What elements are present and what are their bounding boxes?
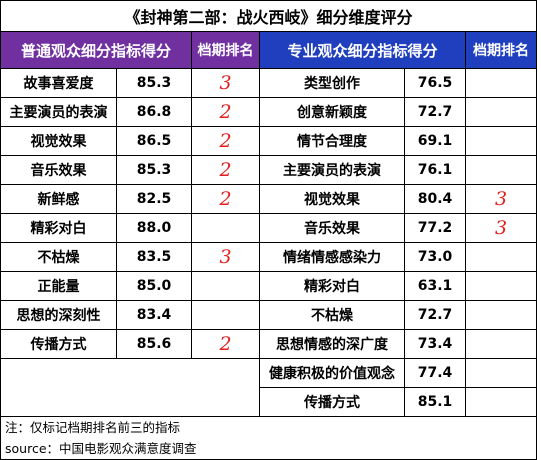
notes-row: 注：仅标记档期排名前三的指标 source：中国电影观众满意度调查 xyxy=(0,416,538,460)
pro-score: 72.7 xyxy=(404,300,466,330)
pro-rank xyxy=(464,126,538,156)
pro-score: 76.1 xyxy=(404,155,466,185)
general-label: 不枯燥 xyxy=(0,242,117,272)
general-rank: 3 xyxy=(191,242,260,272)
general-score: 83.4 xyxy=(116,300,192,330)
general-score: 86.5 xyxy=(116,126,192,156)
table-row: 思想的深刻性 83.4 不枯燥 72.7 xyxy=(0,300,538,330)
notes-cell: 注：仅标记档期排名前三的指标 source：中国电影观众满意度调查 xyxy=(0,416,538,460)
pro-rank: 3 xyxy=(464,213,538,243)
pro-rank xyxy=(464,242,538,272)
table-title: 《封神第二部：战火西岐》细分维度评分 xyxy=(0,0,538,32)
pro-label: 音乐效果 xyxy=(259,213,405,243)
pro-score: 73.0 xyxy=(404,242,466,272)
general-rank xyxy=(191,213,260,243)
pro-rank xyxy=(464,97,538,127)
pro-rank xyxy=(464,68,538,98)
table-row: 新鲜感 82.5 2 视觉效果 80.4 3 xyxy=(0,184,538,214)
table-row: 故事喜爱度 85.3 3 类型创作 76.5 xyxy=(0,68,538,98)
general-score: 82.5 xyxy=(116,184,192,214)
general-score: 85.6 xyxy=(116,329,192,359)
general-label: 思想的深刻性 xyxy=(0,300,117,330)
table-row: 精彩对白 88.0 音乐效果 77.2 3 xyxy=(0,213,538,243)
pro-rank xyxy=(464,271,538,301)
general-score: 83.5 xyxy=(116,242,192,272)
table-row: 传播方式 85.1 xyxy=(1,387,538,417)
general-label: 传播方式 xyxy=(0,329,117,359)
general-rank: 2 xyxy=(191,155,260,185)
general-score: 85.0 xyxy=(116,271,192,301)
title-row: 《封神第二部：战火西岐》细分维度评分 xyxy=(0,0,538,32)
pro-score: 76.5 xyxy=(404,68,466,98)
pro-rank xyxy=(464,155,538,185)
pro-label: 主要演员的表演 xyxy=(259,155,405,185)
general-label: 主要演员的表演 xyxy=(0,97,117,127)
pro-label: 传播方式 xyxy=(259,387,405,417)
pro-score: 63.1 xyxy=(404,271,466,301)
pro-rank xyxy=(464,329,538,359)
pro-rank xyxy=(464,358,538,388)
pro-label: 健康积极的价值观念 xyxy=(259,358,405,388)
table-row: 音乐效果 85.3 2 主要演员的表演 76.1 xyxy=(0,155,538,185)
table-row: 视觉效果 86.5 2 情节合理度 69.1 xyxy=(0,126,538,156)
general-rank: 2 xyxy=(191,126,260,156)
pro-header: 专业观众细分指标得分 xyxy=(259,31,466,69)
pro-label: 精彩对白 xyxy=(259,271,405,301)
pro-label: 视觉效果 xyxy=(259,184,405,214)
table-row: 主要演员的表演 86.8 2 创意新颖度 72.7 xyxy=(0,97,538,127)
general-score: 85.3 xyxy=(116,68,192,98)
pro-score: 77.2 xyxy=(404,213,466,243)
general-score: 88.0 xyxy=(116,213,192,243)
pro-rank-header: 档期排名 xyxy=(464,31,538,69)
pro-label: 情节合理度 xyxy=(259,126,405,156)
general-label: 音乐效果 xyxy=(0,155,117,185)
pro-rank xyxy=(464,300,538,330)
general-rank xyxy=(191,300,260,330)
general-rank: 2 xyxy=(191,184,260,214)
general-rank: 2 xyxy=(191,329,260,359)
pro-rank: 3 xyxy=(464,184,538,214)
general-label: 视觉效果 xyxy=(0,126,117,156)
general-label: 精彩对白 xyxy=(0,213,117,243)
table-row: 传播方式 85.6 2 思想情感的深广度 73.4 xyxy=(0,329,538,359)
pro-score: 69.1 xyxy=(404,126,466,156)
pro-score: 72.7 xyxy=(404,97,466,127)
pro-rank xyxy=(464,387,538,417)
general-rank: 2 xyxy=(191,97,260,127)
pro-score: 80.4 xyxy=(404,184,466,214)
general-rank-header: 档期排名 xyxy=(191,31,260,69)
general-label: 故事喜爱度 xyxy=(0,68,117,98)
pro-score: 77.4 xyxy=(404,358,466,388)
pro-label: 类型创作 xyxy=(259,68,405,98)
source-line: source：中国电影观众满意度调查 xyxy=(5,441,197,456)
general-label: 正能量 xyxy=(0,271,117,301)
general-score: 85.3 xyxy=(116,155,192,185)
table-row: 不枯燥 83.5 3 情绪情感感染力 73.0 xyxy=(0,242,538,272)
table-row: 健康积极的价值观念 77.4 xyxy=(0,358,538,417)
footnote: 注：仅标记档期排名前三的指标 xyxy=(5,420,181,435)
header-row: 普通观众细分指标得分 档期排名 专业观众细分指标得分 档期排名 xyxy=(0,31,538,69)
general-score: 86.8 xyxy=(116,97,192,127)
general-blank xyxy=(0,358,260,417)
general-header: 普通观众细分指标得分 xyxy=(0,31,192,69)
general-label: 新鲜感 xyxy=(0,184,117,214)
general-rank: 3 xyxy=(191,68,260,98)
pro-label: 情绪情感感染力 xyxy=(259,242,405,272)
table-row: 正能量 85.0 精彩对白 63.1 xyxy=(0,271,538,301)
pro-label: 思想情感的深广度 xyxy=(259,329,405,359)
general-rank xyxy=(191,271,260,301)
pro-score: 85.1 xyxy=(404,387,466,417)
pro-label: 创意新颖度 xyxy=(259,97,405,127)
pro-label: 不枯燥 xyxy=(259,300,405,330)
pro-score: 73.4 xyxy=(404,329,466,359)
